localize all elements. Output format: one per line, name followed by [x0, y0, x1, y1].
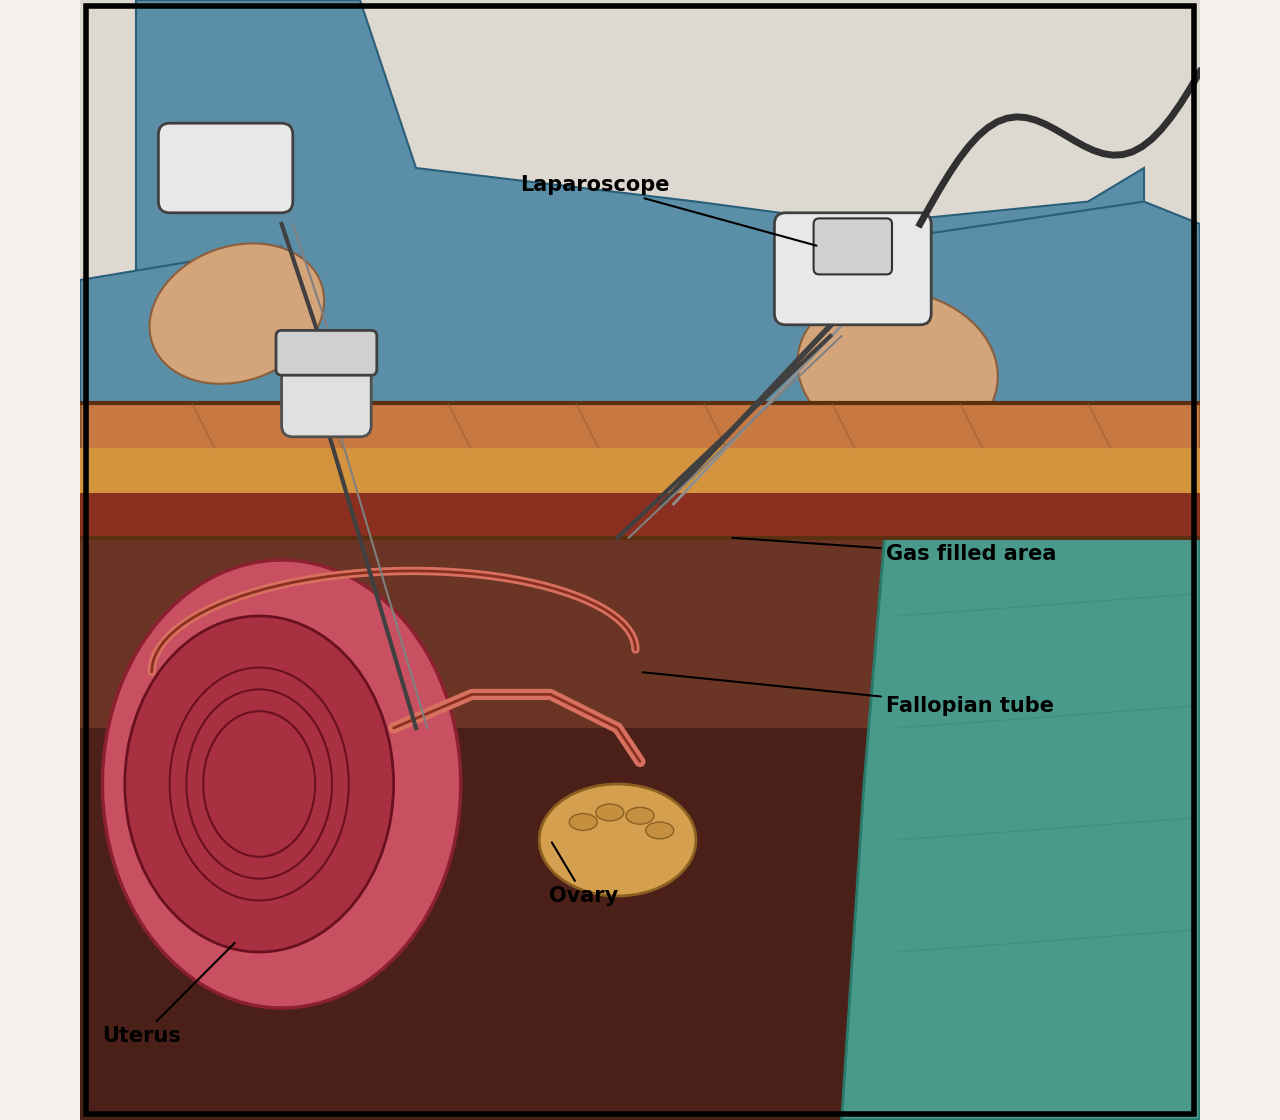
FancyBboxPatch shape: [814, 218, 892, 274]
Ellipse shape: [797, 290, 998, 449]
Text: Uterus: Uterus: [102, 943, 234, 1046]
Polygon shape: [81, 246, 416, 560]
Ellipse shape: [626, 808, 654, 824]
Text: Laparoscope: Laparoscope: [521, 175, 817, 245]
FancyBboxPatch shape: [774, 213, 932, 325]
Text: Fallopian tube: Fallopian tube: [643, 672, 1055, 716]
FancyBboxPatch shape: [81, 0, 1201, 616]
Text: Gas filled area: Gas filled area: [732, 538, 1057, 564]
Ellipse shape: [125, 616, 394, 952]
Ellipse shape: [539, 784, 696, 896]
Ellipse shape: [102, 560, 461, 1008]
FancyBboxPatch shape: [81, 448, 1201, 515]
Ellipse shape: [150, 243, 324, 384]
Ellipse shape: [645, 822, 673, 839]
Polygon shape: [136, 0, 1144, 560]
Polygon shape: [808, 202, 1201, 504]
FancyBboxPatch shape: [81, 403, 1201, 538]
FancyBboxPatch shape: [276, 330, 376, 375]
FancyBboxPatch shape: [282, 347, 371, 437]
FancyBboxPatch shape: [159, 123, 293, 213]
Ellipse shape: [595, 804, 623, 821]
Polygon shape: [842, 515, 1201, 1120]
FancyBboxPatch shape: [81, 504, 1201, 1120]
FancyBboxPatch shape: [81, 493, 1201, 538]
FancyBboxPatch shape: [81, 515, 954, 728]
Text: Ovary: Ovary: [549, 842, 618, 906]
Ellipse shape: [570, 813, 598, 830]
FancyBboxPatch shape: [81, 515, 954, 1120]
